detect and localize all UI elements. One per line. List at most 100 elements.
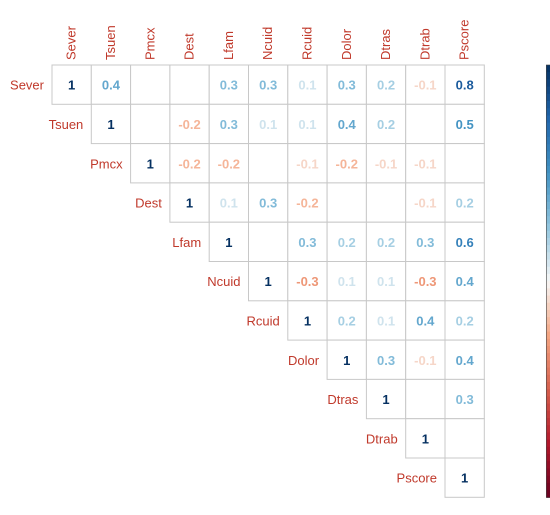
value-sever-tsuen: 0.4 <box>102 78 121 93</box>
value-dtras-pscore: 0.3 <box>456 392 474 407</box>
cell-tsuen-dolor <box>326 103 367 145</box>
colorbar-segment <box>546 209 550 217</box>
cell-dtrab-dtrab <box>405 418 446 459</box>
cell-tsuen-pscore <box>444 103 485 145</box>
cell-sever-ncuid <box>248 64 289 105</box>
value-dest-dtrab: -0.1 <box>414 196 436 211</box>
value-pmcx-pmcx: 1 <box>147 156 154 171</box>
value-sever-rcuid: 0.1 <box>298 78 316 93</box>
cell-lfam-ncuid <box>248 221 289 262</box>
col-label-dtras: Dtras <box>378 28 393 60</box>
colorbar-segment <box>546 115 550 124</box>
cell-sever-sever <box>51 64 92 105</box>
colorbar-segment <box>546 101 550 109</box>
value-lfam-dolor: 0.2 <box>338 235 356 250</box>
row-label-dest: Dest <box>135 196 162 211</box>
col-label-ncuid: Ncuid <box>260 27 275 60</box>
value-sever-pscore: 0.8 <box>456 78 474 93</box>
colorbar-segment <box>546 295 550 304</box>
col-label-dest: Dest <box>182 33 197 60</box>
value-sever-dolor: 0.3 <box>338 78 356 93</box>
cell-dtras-dtras <box>365 378 407 420</box>
value-pmcx-dtras: -0.1 <box>375 156 397 171</box>
value-tsuen-dest: -0.2 <box>178 117 200 132</box>
cell-rcuid-dtrab <box>405 300 446 341</box>
cell-tsuen-tsuen <box>90 103 132 145</box>
colorbar-segment <box>546 288 550 297</box>
value-ncuid-pscore: 0.4 <box>456 274 475 289</box>
cell-lfam-pscore <box>444 221 485 262</box>
col-label-pscore: Pscore <box>457 20 472 60</box>
value-lfam-rcuid: 0.3 <box>298 235 316 250</box>
colorbar-segment <box>546 173 550 181</box>
row-label-tsuen: Tsuen <box>49 117 84 132</box>
colorbar-segment <box>546 216 550 225</box>
cell-dest-dtras <box>365 182 407 223</box>
value-rcuid-dolor: 0.2 <box>338 313 356 328</box>
row-label-rcuid: Rcuid <box>247 313 280 328</box>
colorbar-segment <box>546 266 550 275</box>
colorbar-segment <box>546 461 550 470</box>
cell-tsuen-dtrab <box>405 103 446 145</box>
col-label-dolor: Dolor <box>339 28 354 60</box>
cell-pscore-pscore <box>444 457 485 498</box>
value-dest-lfam: 0.1 <box>220 196 238 211</box>
value-tsuen-rcuid: 0.1 <box>298 117 316 132</box>
colorbar-segment <box>546 201 550 210</box>
value-ncuid-dtrab: -0.3 <box>414 274 436 289</box>
colorbar-segment <box>546 418 550 426</box>
value-dtras-dtras: 1 <box>382 392 389 407</box>
colorbar-segment <box>546 252 550 261</box>
cell-dolor-dtrab <box>405 339 446 380</box>
colorbar-segment <box>546 86 550 95</box>
column-labels: Sever Tsuen Pmcx Dest Lfam Ncuid Rcuid Dolor Dtr… <box>64 20 472 60</box>
value-sever-ncuid: 0.3 <box>259 78 277 93</box>
value-dest-rcuid: -0.2 <box>296 196 318 211</box>
value-dtrab-dtrab: 1 <box>422 431 429 446</box>
cell-tsuen-pmcx <box>130 103 171 145</box>
colorbar-segment <box>546 158 550 167</box>
row-label-ncuid: Ncuid <box>207 274 240 289</box>
cell-pmcx-dest <box>169 143 210 184</box>
cell-sever-pscore <box>444 64 485 105</box>
colorbar-segment <box>546 360 550 369</box>
colorbar-segment <box>546 490 550 498</box>
row-label-pscore: Pscore <box>397 471 437 486</box>
row-label-pmcx: Pmcx <box>90 156 123 171</box>
row-label-sever: Sever <box>10 78 45 93</box>
value-lfam-dtras: 0.2 <box>377 235 395 250</box>
colorbar-segment <box>546 65 550 73</box>
colorbar-segment <box>546 93 550 102</box>
cell-pmcx-dolor <box>326 143 367 184</box>
value-sever-dtras: 0.2 <box>377 78 395 93</box>
colorbar-segment <box>546 338 550 347</box>
colorbar-segment <box>546 389 550 398</box>
colorbar-segment <box>546 432 550 441</box>
value-dolor-dolor: 1 <box>343 353 350 368</box>
value-lfam-lfam: 1 <box>225 235 232 250</box>
cell-ncuid-dolor <box>326 261 367 302</box>
colorbar-segment <box>546 237 550 246</box>
value-ncuid-dolor: 0.1 <box>338 274 356 289</box>
matrix-cells <box>51 64 485 498</box>
value-dest-dest: 1 <box>186 196 193 211</box>
row-label-lfam: Lfam <box>172 235 201 250</box>
value-dest-ncuid: 0.3 <box>259 196 277 211</box>
value-tsuen-pscore: 0.5 <box>456 117 474 132</box>
colorbar-segment <box>546 223 550 232</box>
cell-dtras-dtrab <box>405 378 446 420</box>
value-dolor-pscore: 0.4 <box>456 353 475 368</box>
colorbar-segment <box>546 425 550 434</box>
cell-lfam-dolor <box>326 221 367 262</box>
value-pscore-pscore: 1 <box>461 471 468 486</box>
colorbar-segment <box>546 137 550 145</box>
value-pmcx-dolor: -0.2 <box>336 156 358 171</box>
cell-dest-dtrab <box>405 182 446 223</box>
colorbar-border <box>545 64 550 498</box>
col-label-tsuen: Tsuen <box>103 25 118 60</box>
col-label-sever: Sever <box>64 25 79 60</box>
colorbar-segment <box>546 309 550 318</box>
value-ncuid-ncuid: 1 <box>265 274 272 289</box>
colorbar-segment <box>546 151 550 160</box>
